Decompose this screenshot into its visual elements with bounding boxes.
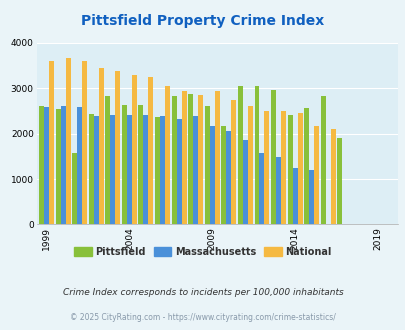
Bar <box>330 129 335 224</box>
Bar <box>280 112 285 224</box>
Bar <box>297 113 302 224</box>
Bar <box>55 109 60 224</box>
Bar <box>39 106 44 224</box>
Bar <box>115 71 120 224</box>
Bar <box>320 95 325 224</box>
Bar <box>259 153 264 224</box>
Bar <box>287 115 292 224</box>
Text: Crime Index corresponds to incidents per 100,000 inhabitants: Crime Index corresponds to incidents per… <box>62 287 343 297</box>
Bar <box>237 85 242 224</box>
Bar <box>181 90 186 224</box>
Bar <box>292 168 297 224</box>
Bar <box>65 58 70 224</box>
Bar <box>143 115 148 224</box>
Bar <box>98 68 103 224</box>
Bar <box>309 170 313 224</box>
Legend: Pittsfield, Massachusetts, National: Pittsfield, Massachusetts, National <box>70 243 335 261</box>
Bar <box>122 105 127 224</box>
Bar <box>171 95 176 224</box>
Bar <box>198 95 202 224</box>
Bar <box>303 108 309 224</box>
Bar <box>247 106 252 224</box>
Bar <box>275 157 280 224</box>
Bar <box>226 131 231 224</box>
Bar <box>164 86 170 224</box>
Bar <box>82 61 87 224</box>
Bar <box>214 91 219 224</box>
Bar <box>204 106 209 224</box>
Bar <box>72 153 77 224</box>
Bar <box>138 105 143 224</box>
Bar <box>193 116 198 224</box>
Bar <box>105 95 110 224</box>
Bar <box>209 126 214 224</box>
Bar <box>264 111 269 224</box>
Bar <box>44 107 49 224</box>
Text: © 2025 CityRating.com - https://www.cityrating.com/crime-statistics/: © 2025 CityRating.com - https://www.city… <box>70 313 335 322</box>
Bar <box>231 100 236 224</box>
Bar <box>337 138 341 224</box>
Bar <box>188 94 193 224</box>
Bar <box>148 77 153 224</box>
Bar <box>132 75 136 224</box>
Bar <box>160 116 164 224</box>
Bar <box>110 115 115 224</box>
Bar <box>176 119 181 224</box>
Bar <box>77 107 82 224</box>
Bar <box>155 117 160 224</box>
Bar <box>60 106 65 224</box>
Bar <box>221 126 226 224</box>
Bar <box>94 116 98 224</box>
Bar <box>313 126 318 224</box>
Bar <box>242 140 247 224</box>
Bar <box>127 115 132 224</box>
Bar <box>254 85 259 224</box>
Bar <box>89 114 94 224</box>
Text: Pittsfield Property Crime Index: Pittsfield Property Crime Index <box>81 15 324 28</box>
Bar <box>49 61 54 224</box>
Bar <box>271 90 275 224</box>
